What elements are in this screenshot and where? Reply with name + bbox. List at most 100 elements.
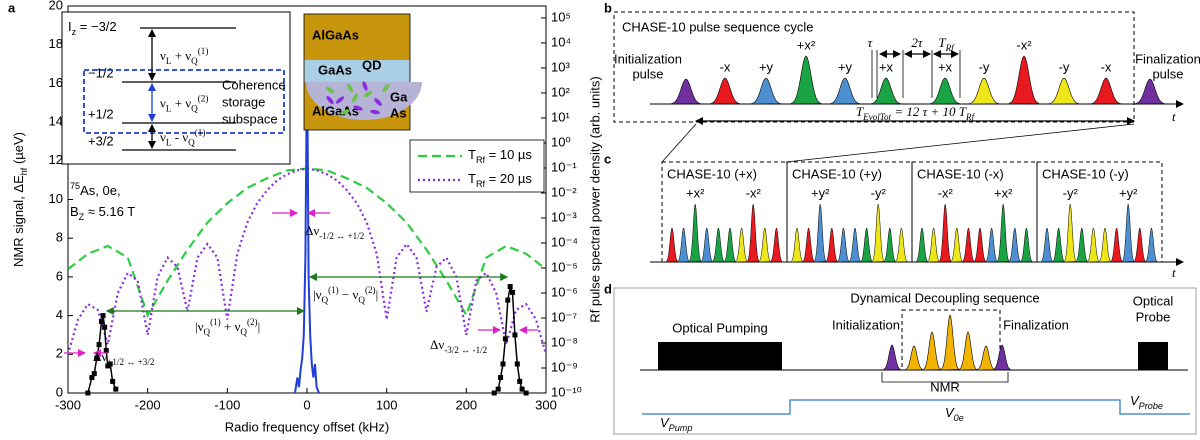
pulse	[813, 203, 827, 263]
legend-box	[409, 139, 545, 193]
nuclear-spin	[351, 93, 359, 103]
superscript: (1)	[328, 285, 339, 295]
superscript: (2)	[198, 94, 209, 104]
y2-tick-label: 10⁴	[551, 34, 571, 49]
pulse-label: +x²	[994, 185, 1013, 200]
layer-label: AlGaAs	[312, 103, 359, 118]
pulse-label: -x	[1101, 59, 1112, 74]
annotation: |νQ(1) − νQ(2)|	[313, 285, 378, 305]
block-label: Dynamical Decoupling sequence	[850, 290, 1039, 305]
nuclear-spin	[335, 96, 345, 104]
pulse	[1008, 227, 1022, 263]
data-point	[96, 342, 102, 348]
pulse	[922, 331, 942, 371]
superscript: (1)	[198, 46, 209, 56]
x-tick-label: 0	[303, 397, 310, 412]
final-pulse	[1134, 78, 1166, 105]
annotation: Δν-1/2 ↔ +1/2	[305, 223, 365, 241]
interval-label: TRf	[938, 35, 955, 53]
y2-tick-label: 10⁻¹	[551, 159, 577, 174]
y2-tick-label: 10⁻¹⁰	[551, 384, 582, 399]
data-point	[512, 332, 518, 338]
subscript: Q	[203, 327, 210, 337]
data-point	[505, 297, 511, 303]
cycle-title: CHASE-10 (+x)	[667, 166, 757, 181]
pulse	[870, 77, 902, 105]
text-part: |	[258, 319, 261, 334]
quantum-dot	[306, 82, 422, 120]
subscript: 0e	[954, 413, 964, 423]
bracket-label: NMR	[930, 379, 960, 394]
subscript: Q	[240, 327, 247, 337]
subscript: Rf	[945, 43, 956, 53]
pulse	[996, 203, 1010, 263]
data-point	[500, 361, 506, 367]
y-tick-label: 6	[56, 268, 63, 283]
annotation: 75As, 0e,	[70, 181, 121, 198]
pulse	[985, 227, 999, 263]
panel-label: c	[604, 151, 611, 166]
zoom-line	[785, 123, 1135, 163]
transition-label: νL + νQ(1)	[160, 46, 208, 66]
text-part: = 12 τ + 10 T	[891, 104, 967, 119]
y-axis-label: NMR signal, ΔEhf (µeV)	[11, 132, 29, 267]
x-tick-label: 100	[376, 397, 398, 412]
y2-axis-label: Rf pulse spectral power density (arb. un…	[587, 76, 602, 322]
time-label: t	[1172, 265, 1176, 280]
pulse	[677, 227, 691, 263]
nuclear-spin	[326, 95, 334, 105]
pulse-label: +x	[938, 59, 953, 74]
data-point	[98, 318, 104, 324]
pulse-caption: Finalization	[1003, 317, 1069, 332]
data-point	[491, 390, 497, 396]
superscript: (1)	[195, 128, 206, 138]
pulse	[895, 227, 909, 263]
text-part: V	[660, 415, 670, 430]
pulse-label: +x²	[797, 37, 816, 52]
pulse	[1063, 203, 1077, 263]
data-point	[94, 355, 100, 361]
pulse-label: -x²	[1016, 37, 1032, 52]
interval-label: τ	[868, 35, 874, 50]
nuclear-spin	[363, 90, 373, 98]
pulse	[829, 77, 861, 105]
subscript: Rf	[965, 112, 976, 122]
pulse	[962, 227, 976, 263]
subscript: Pump	[669, 423, 693, 433]
text-part: B	[70, 204, 79, 219]
block-label: Probe	[1136, 309, 1171, 324]
y-tick-label: 12	[49, 152, 63, 167]
pulse	[1133, 227, 1147, 263]
superscript: (2)	[365, 285, 376, 295]
gate-voltage	[642, 399, 1190, 415]
data-point	[495, 386, 501, 392]
pulse	[968, 77, 1000, 105]
x-axis-label: Radio frequency offset (kHz)	[225, 419, 390, 434]
pulse	[700, 227, 714, 263]
text-part: + ν	[171, 48, 191, 63]
pulse-label: +y	[838, 59, 853, 74]
pulse	[825, 227, 839, 263]
panel-label: d	[604, 281, 612, 296]
pulse-label: -x²	[938, 185, 954, 200]
x-tick-label: 200	[455, 397, 477, 412]
text-part: |ν	[313, 287, 322, 302]
level-label: +1/2	[88, 106, 114, 121]
text-part: As, 0e,	[80, 183, 120, 198]
y2-tick-label: 10²	[551, 84, 570, 99]
subspace-label: Coherence	[222, 77, 286, 92]
y-tick-label: 20	[49, 0, 63, 12]
probe-block	[1138, 342, 1168, 370]
nuclear-spin	[325, 86, 335, 94]
subscript: z	[72, 27, 77, 37]
text-part: − ν	[339, 287, 359, 302]
subscript: Q	[188, 138, 195, 148]
pulse	[1048, 77, 1080, 105]
nuclear-spin	[370, 109, 380, 115]
text-part: T	[468, 171, 476, 186]
cycle-title: CHASE-10 (+y)	[792, 166, 882, 181]
y2-tick-label: 10⁻⁴	[551, 234, 578, 249]
pulse-label: +x²	[686, 185, 705, 200]
pulse	[871, 203, 885, 263]
y2-tick-label: 10⁵	[551, 9, 571, 24]
